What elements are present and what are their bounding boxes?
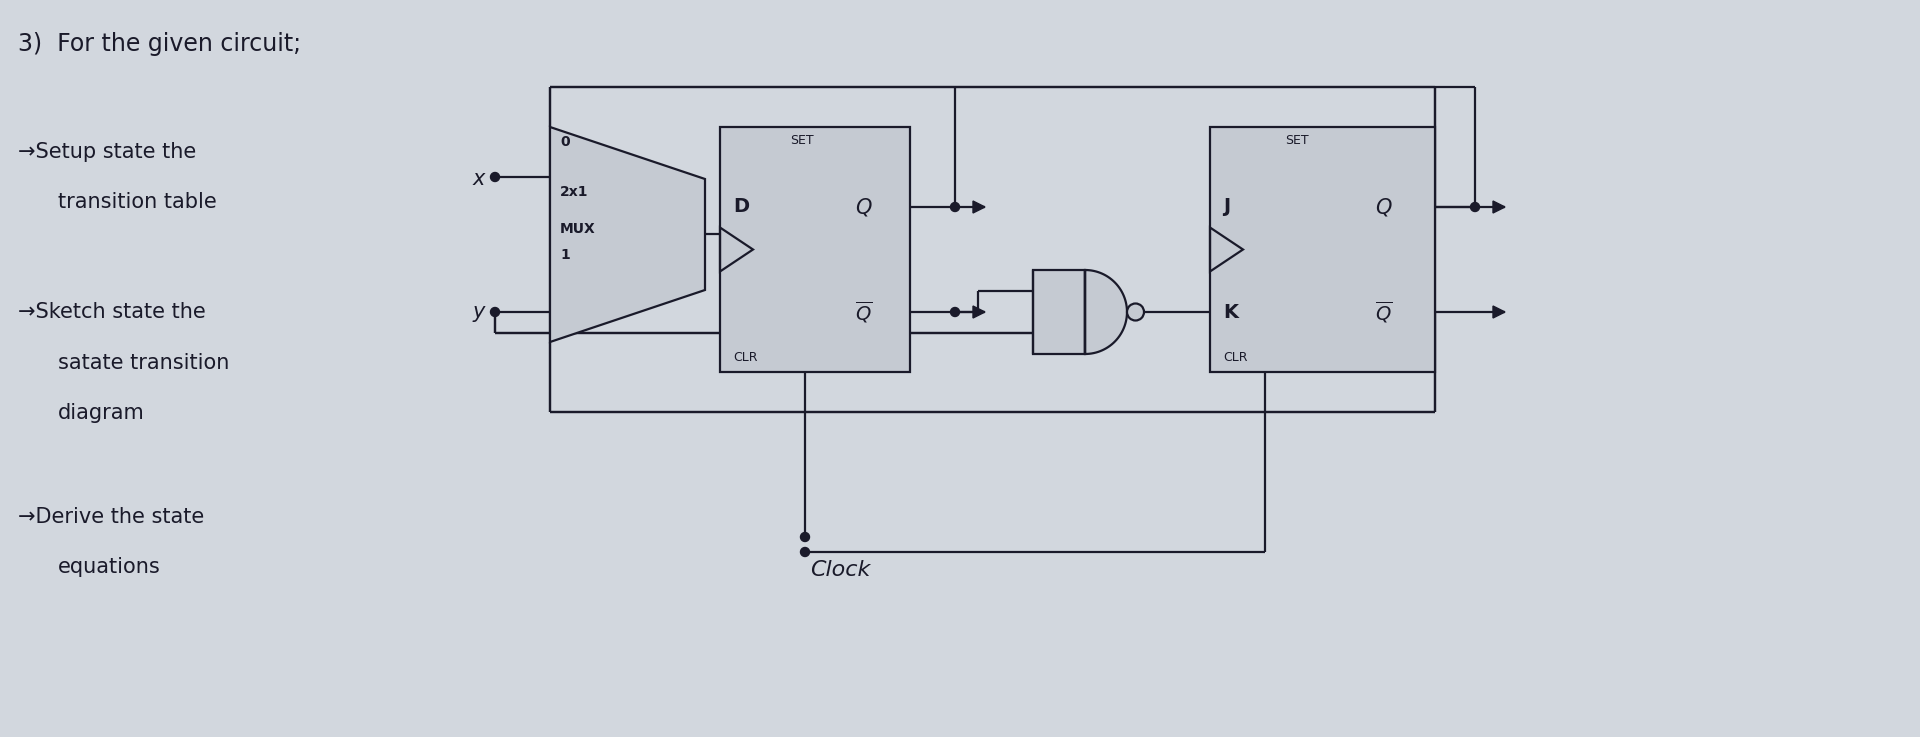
Text: 3)  For the given circuit;: 3) For the given circuit; [17,32,301,56]
Circle shape [950,203,960,212]
Circle shape [950,307,960,316]
Text: SET: SET [1284,134,1309,147]
Text: CLR: CLR [1223,351,1248,364]
Circle shape [490,172,499,181]
Text: Clock: Clock [810,560,870,580]
Text: K: K [1223,302,1238,321]
Text: transition table: transition table [58,192,217,212]
Circle shape [490,307,499,316]
Text: satate transition: satate transition [58,353,228,373]
Text: SET: SET [789,134,814,147]
Circle shape [1471,203,1480,212]
Text: $x$: $x$ [472,169,488,189]
Polygon shape [973,306,985,318]
Text: $Q$: $Q$ [1375,196,1392,218]
Polygon shape [1494,306,1505,318]
Polygon shape [973,201,985,213]
Text: 2x1: 2x1 [561,185,589,199]
Text: diagram: diagram [58,403,144,423]
Text: equations: equations [58,557,161,577]
Circle shape [801,533,810,542]
Bar [1210,127,1434,372]
Polygon shape [1085,270,1127,354]
Bar [1033,270,1085,354]
Polygon shape [549,127,705,342]
Circle shape [1127,304,1144,321]
Text: D: D [733,198,749,217]
Polygon shape [1494,201,1505,213]
Text: J: J [1223,198,1231,217]
Text: $Q$: $Q$ [854,196,872,218]
Text: →Sketch state the: →Sketch state the [17,302,205,322]
Text: MUX: MUX [561,222,595,236]
Text: $\overline{Q}$: $\overline{Q}$ [854,299,872,325]
Text: →Derive the state: →Derive the state [17,507,204,527]
Text: CLR: CLR [733,351,758,364]
Text: $y$: $y$ [472,304,488,324]
Text: $\overline{Q}$: $\overline{Q}$ [1375,299,1392,325]
Text: 1: 1 [561,248,570,262]
Text: →Setup state the: →Setup state the [17,142,196,162]
Bar [720,127,910,372]
Text: 0: 0 [561,135,570,149]
Circle shape [801,548,810,556]
